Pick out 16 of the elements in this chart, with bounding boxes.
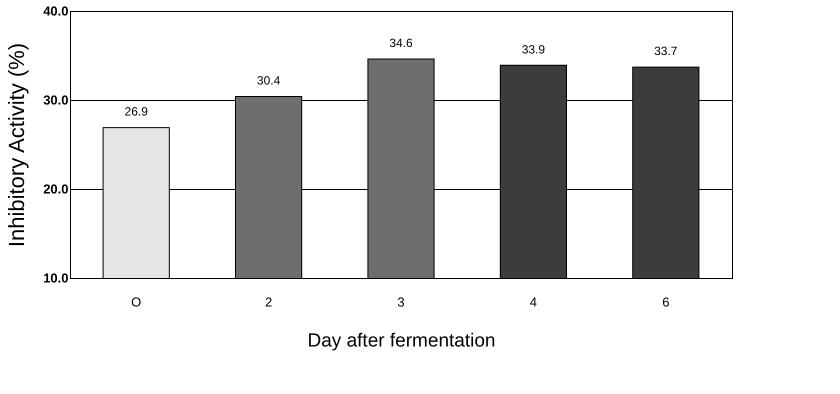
x-tick-label: 4 — [530, 294, 538, 310]
data-label: 26.9 — [124, 104, 148, 119]
data-label: 30.4 — [256, 73, 281, 88]
x-tick-label: 2 — [264, 294, 272, 310]
y-tick-label: 40.0 — [43, 4, 68, 18]
x-tick-label: 6 — [662, 294, 670, 310]
y-axis-title: Inhibitory Activity (%) — [4, 42, 30, 248]
x-tick-label: O — [131, 294, 142, 310]
data-label: 33.7 — [654, 44, 678, 58]
data-label: 33.9 — [522, 42, 546, 56]
y-tick-label: 30.0 — [43, 92, 68, 108]
x-axis-title: Day after fermentation — [308, 330, 496, 352]
y-tick-label: 10.0 — [43, 270, 68, 286]
x-tick-label: 3 — [397, 294, 405, 310]
data-label: 34.6 — [389, 36, 413, 50]
y-tick-label: 20.0 — [43, 182, 68, 196]
